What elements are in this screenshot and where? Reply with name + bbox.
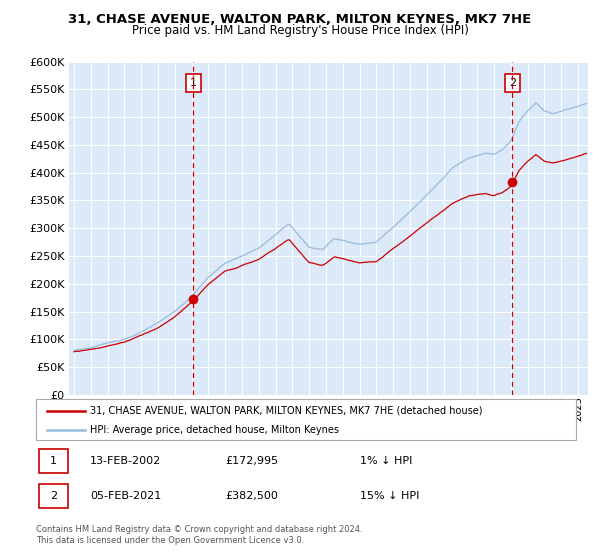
Text: 1: 1: [50, 456, 57, 466]
Bar: [39, 484, 68, 508]
Bar: [39, 449, 68, 473]
Text: 2: 2: [509, 78, 516, 88]
Text: 1: 1: [190, 78, 197, 88]
Text: £382,500: £382,500: [225, 492, 278, 501]
Text: Contains HM Land Registry data © Crown copyright and database right 2024.
This d: Contains HM Land Registry data © Crown c…: [36, 525, 362, 545]
Text: Price paid vs. HM Land Registry's House Price Index (HPI): Price paid vs. HM Land Registry's House …: [131, 24, 469, 38]
Text: HPI: Average price, detached house, Milton Keynes: HPI: Average price, detached house, Milt…: [90, 424, 339, 435]
Text: 15% ↓ HPI: 15% ↓ HPI: [360, 492, 419, 501]
Text: 2: 2: [50, 492, 57, 501]
Text: 05-FEB-2021: 05-FEB-2021: [90, 492, 161, 501]
Text: £172,995: £172,995: [225, 456, 278, 466]
Text: 1% ↓ HPI: 1% ↓ HPI: [360, 456, 412, 466]
Text: 31, CHASE AVENUE, WALTON PARK, MILTON KEYNES, MK7 7HE (detached house): 31, CHASE AVENUE, WALTON PARK, MILTON KE…: [90, 405, 482, 416]
Text: 31, CHASE AVENUE, WALTON PARK, MILTON KEYNES, MK7 7HE: 31, CHASE AVENUE, WALTON PARK, MILTON KE…: [68, 13, 532, 26]
Text: 13-FEB-2002: 13-FEB-2002: [90, 456, 161, 466]
